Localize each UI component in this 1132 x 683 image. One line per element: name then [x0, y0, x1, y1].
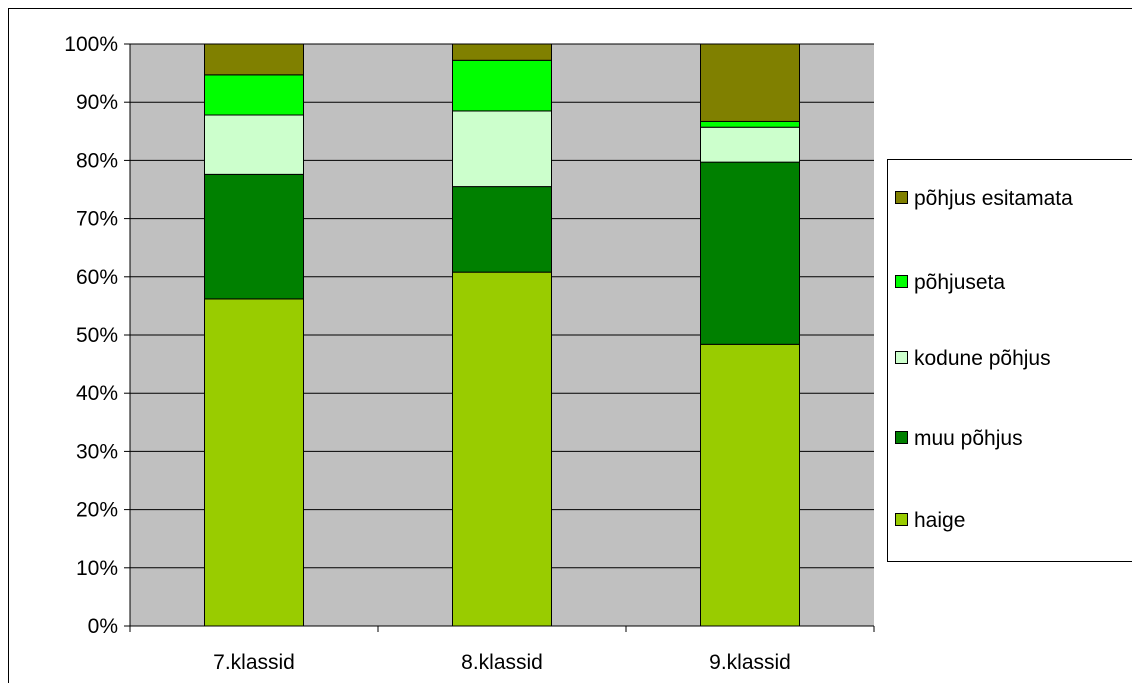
bar-segment	[700, 161, 800, 345]
x-category-label: 8.klassid	[461, 651, 543, 674]
bar-segment	[452, 186, 552, 273]
bar-segment	[700, 120, 800, 128]
bar-segment	[204, 173, 304, 300]
y-tick-labels: 0% 10% 20% 30% 40% 50% 60% 70% 80% 90% 100%	[64, 33, 118, 638]
y-tick-label: 90%	[76, 91, 118, 114]
legend-swatch	[895, 191, 908, 204]
bar-segment	[452, 59, 552, 112]
y-tick-label: 0%	[88, 615, 118, 638]
bars	[204, 43, 800, 627]
bar-segment	[204, 74, 304, 116]
bar-segment	[700, 43, 800, 122]
bar-segment	[700, 343, 800, 627]
x-category-label: 7.klassid	[213, 651, 295, 674]
y-tick-label: 10%	[76, 557, 118, 580]
bar-segment	[204, 114, 304, 175]
legend-label: kodune põhjus	[914, 347, 1051, 370]
bar-segment	[204, 43, 304, 76]
legend-label: muu põhjus	[914, 427, 1023, 450]
y-tick-label: 60%	[76, 266, 118, 289]
bar-segment	[452, 43, 552, 61]
legend-swatch	[895, 351, 908, 364]
legend-box	[887, 159, 1132, 562]
y-tick-label: 70%	[76, 208, 118, 231]
legend-swatch	[895, 513, 908, 526]
x-tick-labels: 7.klassid 8.klassid 9.klassid	[213, 651, 791, 674]
y-tick-label: 20%	[76, 499, 118, 522]
legend-label: haige	[914, 509, 965, 532]
axes	[124, 43, 875, 632]
y-tick-label: 100%	[64, 33, 118, 56]
bar-segment	[700, 126, 800, 163]
bar-segment	[452, 271, 552, 627]
y-tick-label: 40%	[76, 382, 118, 405]
legend-swatch	[895, 431, 908, 444]
legend-label: põhjuseta	[914, 271, 1005, 294]
y-tick-label: 80%	[76, 149, 118, 172]
legend-swatch	[895, 275, 908, 288]
bar-segment	[204, 298, 304, 627]
bar-segment	[452, 110, 552, 188]
legend: põhjus esitamata põhjuseta kodune põhjus mu…	[887, 159, 1132, 562]
legend-label: põhjus esitamata	[914, 187, 1073, 210]
x-category-label: 9.klassid	[709, 651, 791, 674]
y-tick-label: 30%	[76, 440, 118, 463]
y-tick-label: 50%	[76, 324, 118, 347]
